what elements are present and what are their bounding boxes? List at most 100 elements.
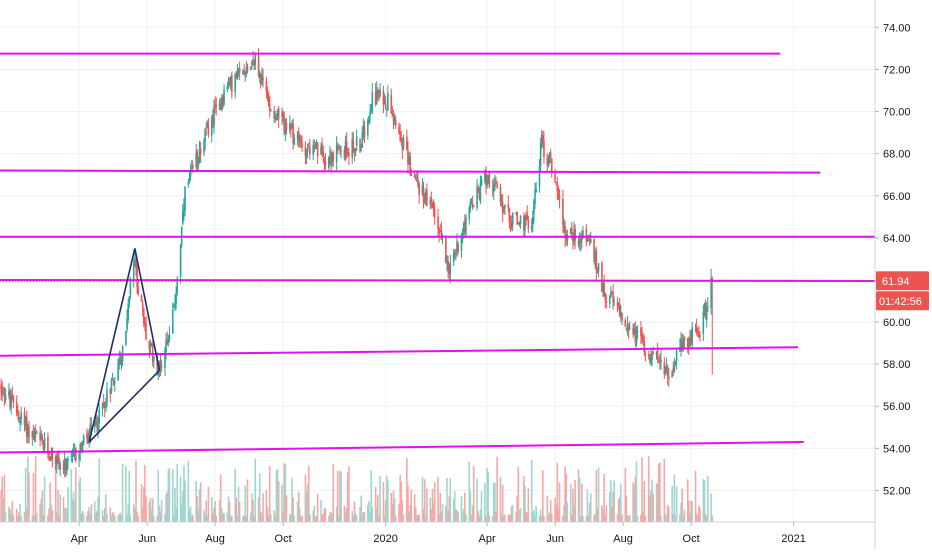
volume-bar	[207, 486, 210, 522]
volume-bar	[150, 508, 153, 522]
volume-bar	[461, 512, 464, 522]
volume-bar	[453, 491, 456, 522]
volume-bar	[470, 514, 473, 522]
volume-bar	[101, 509, 104, 522]
candle-body	[534, 190, 536, 204]
candle-body	[284, 124, 287, 135]
volume-layer	[0, 456, 714, 522]
candle-body	[214, 104, 216, 107]
volume-bar	[410, 489, 413, 522]
candle-body	[362, 125, 365, 133]
volume-bar	[705, 515, 708, 522]
candle-body	[632, 327, 634, 335]
x-tick-label: Jun	[138, 533, 156, 545]
candle-body	[57, 455, 59, 458]
volume-bar	[621, 514, 623, 522]
x-tick-label: Aug	[613, 533, 633, 545]
candle-body	[137, 287, 140, 294]
volume-bar	[657, 463, 660, 522]
candle-body	[667, 376, 670, 379]
volume-bar	[626, 515, 629, 522]
x-tick-label: Oct	[275, 533, 292, 545]
candle-body	[696, 332, 699, 334]
candle-body	[227, 85, 230, 88]
volume-bar	[534, 515, 536, 522]
candle-body	[18, 416, 20, 423]
volume-bar	[620, 483, 622, 522]
volume-bar	[554, 497, 556, 522]
candle-body	[547, 158, 550, 167]
volume-bar	[283, 463, 286, 522]
volume-bar	[563, 505, 565, 522]
candle-body	[407, 150, 409, 165]
volume-bar	[550, 513, 553, 522]
candle-body	[563, 226, 565, 228]
volume-bar	[330, 512, 332, 522]
y-tick-label: 60.00	[883, 317, 911, 329]
volume-bar	[707, 476, 709, 522]
candle-body	[88, 433, 90, 441]
volume-bar	[605, 505, 608, 522]
volume-bar	[640, 514, 642, 522]
candle-body	[140, 295, 143, 302]
candle-body	[78, 454, 80, 459]
candle-body	[292, 123, 294, 144]
volume-bar	[171, 469, 174, 522]
pattern-layer	[88, 248, 161, 443]
volume-bar	[601, 505, 603, 522]
volume-bar	[642, 512, 644, 522]
candle-body	[361, 132, 364, 148]
candle-body	[58, 458, 60, 470]
volume-bar	[468, 461, 471, 522]
candle-body	[222, 96, 224, 105]
volume-bar	[103, 507, 106, 522]
candle-body	[63, 460, 66, 471]
volume-bar	[90, 504, 93, 522]
candle-body	[188, 177, 191, 182]
volume-bar	[197, 509, 200, 522]
candle-body	[262, 77, 264, 80]
candle-body	[43, 438, 46, 449]
volume-bar	[25, 508, 28, 522]
volume-bar	[49, 482, 51, 522]
volume-bar	[2, 497, 5, 522]
volume-bar	[525, 511, 527, 522]
candle-body	[449, 263, 452, 275]
candle-body	[196, 151, 199, 166]
volume-bar	[323, 508, 326, 522]
volume-bar	[35, 513, 38, 522]
volume-bar	[618, 496, 621, 522]
volume-bar	[495, 512, 497, 522]
volume-bar	[472, 465, 475, 522]
volume-bar	[588, 502, 591, 522]
volume-bar	[384, 500, 387, 522]
candle-body	[571, 226, 573, 235]
volume-bar	[82, 513, 85, 522]
volume-bar	[40, 498, 43, 522]
volume-bar	[314, 515, 317, 522]
volume-bar	[698, 505, 700, 522]
volume-bar	[300, 515, 302, 522]
volume-bar	[114, 515, 116, 522]
candle-body	[535, 188, 537, 193]
candle-body	[417, 179, 419, 186]
candle-body	[234, 74, 236, 93]
y-tick-label: 74.00	[883, 22, 911, 34]
volume-bar	[574, 479, 576, 522]
volume-bar	[97, 497, 99, 522]
candle-body	[485, 173, 487, 186]
candle-body	[359, 138, 361, 152]
volume-bar	[195, 481, 197, 522]
candle-body	[281, 112, 283, 117]
volume-bar	[27, 456, 29, 522]
volume-bar	[73, 501, 76, 522]
candle-body	[160, 365, 163, 368]
volume-bar	[47, 515, 49, 522]
volume-bar	[501, 484, 504, 522]
candle-body	[413, 175, 416, 177]
candle-body	[267, 93, 270, 105]
candle-body	[132, 262, 135, 281]
candle-body	[605, 301, 608, 303]
time-axis[interactable]	[0, 523, 875, 550]
